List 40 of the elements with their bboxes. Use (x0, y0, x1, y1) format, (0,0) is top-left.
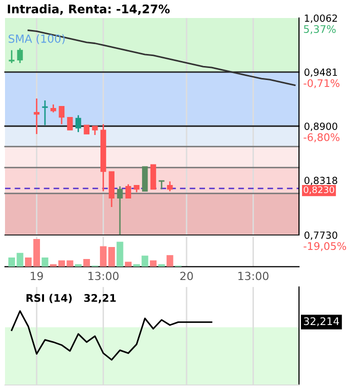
y-tick-label: 0,8900 (304, 122, 338, 131)
candlestick (17, 48, 23, 64)
candlestick (58, 106, 64, 125)
bar (50, 264, 57, 267)
x-tick-label: 13:00 (238, 272, 268, 280)
candlestick (8, 50, 15, 64)
x-tick-label: 20 (180, 272, 193, 280)
bar (24, 258, 32, 267)
ref-line-label: 0,8230 (304, 186, 334, 194)
candlestick (125, 184, 132, 199)
bar (74, 264, 82, 267)
candlestick (34, 98, 40, 135)
text: -6,80% (304, 133, 340, 142)
bar (124, 262, 132, 267)
bar (150, 260, 157, 267)
text: 5,37% (304, 25, 336, 34)
bar (100, 246, 107, 267)
chart-title: RSI (14) 32,21 (26, 294, 116, 304)
series-label: SMA (100) (8, 34, 65, 44)
chart-title: Intradia, Renta: -14,27% (8, 4, 170, 15)
text: -19,05% (304, 242, 346, 252)
y-tick-label: 0,9481 (304, 68, 337, 77)
bar (166, 255, 174, 267)
bar (42, 258, 48, 267)
y-tick-label: 0,7730 (304, 231, 338, 240)
y-tick-label: 1,0062 (304, 14, 337, 23)
candlestick (167, 180, 173, 192)
bar (83, 258, 90, 267)
text: 32,214 (304, 317, 340, 326)
x-tick-label: 19 (30, 272, 43, 280)
text: -0,71% (304, 79, 340, 88)
candlestick (42, 100, 48, 126)
y-tick-label: 0,8318 (304, 176, 338, 186)
bar (158, 264, 165, 267)
x-tick-label: 13:00 (88, 272, 119, 280)
candlestick (75, 114, 82, 133)
bar (108, 247, 115, 267)
candlestick (67, 116, 73, 130)
bar (116, 242, 124, 267)
candlestick (117, 186, 123, 235)
